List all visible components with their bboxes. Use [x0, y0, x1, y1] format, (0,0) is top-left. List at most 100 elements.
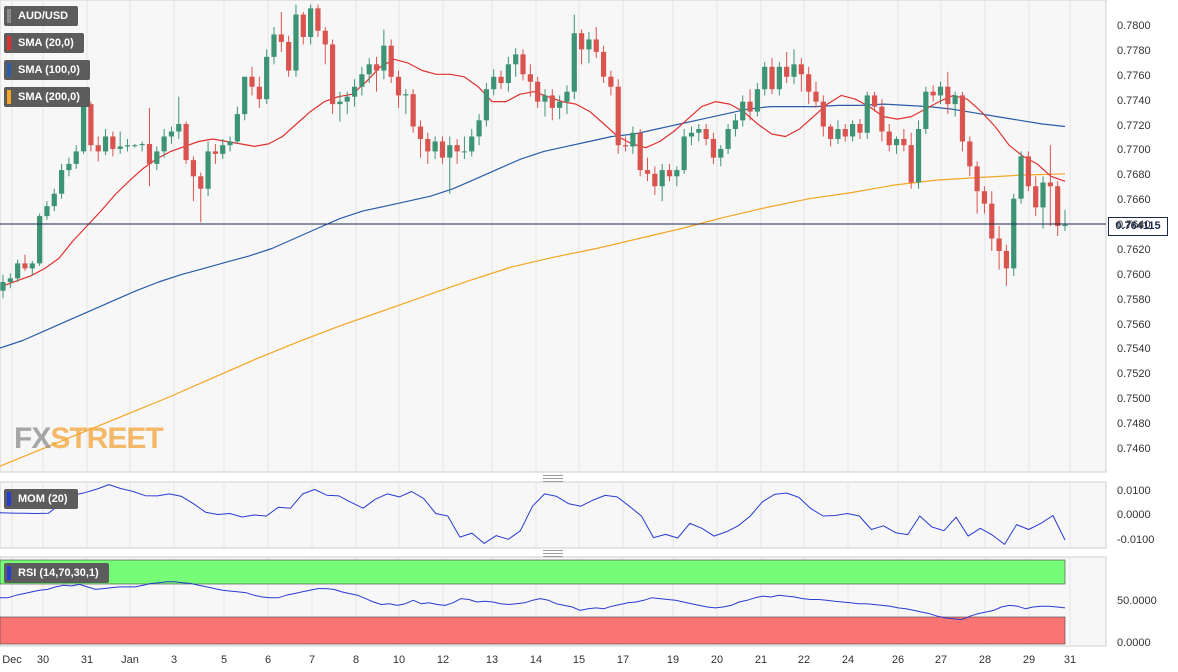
candle[interactable]	[740, 95, 746, 127]
candle[interactable]	[359, 66, 365, 96]
candle[interactable]	[212, 143, 218, 164]
candle[interactable]	[286, 35, 292, 77]
candle[interactable]	[835, 120, 841, 144]
candle[interactable]	[842, 124, 848, 142]
candle[interactable]	[22, 254, 28, 271]
candle[interactable]	[644, 157, 651, 182]
candle[interactable]	[315, 4, 321, 37]
candle[interactable]	[242, 76, 248, 121]
candle[interactable]	[139, 141, 145, 152]
candle[interactable]	[278, 12, 284, 52]
candle[interactable]	[681, 129, 687, 174]
candle[interactable]	[571, 14, 577, 100]
candle[interactable]	[564, 85, 570, 115]
candle[interactable]	[256, 76, 262, 108]
candle[interactable]	[579, 29, 585, 65]
candle[interactable]	[190, 156, 197, 202]
candle[interactable]	[659, 163, 665, 202]
candle[interactable]	[923, 86, 929, 134]
candle[interactable]	[249, 66, 255, 96]
candle[interactable]	[366, 58, 372, 83]
candle[interactable]	[417, 120, 424, 158]
candle[interactable]	[1033, 176, 1039, 217]
candle[interactable]	[630, 126, 636, 154]
candlesticks[interactable]	[0, 4, 1068, 299]
candle[interactable]	[967, 136, 973, 177]
candle[interactable]	[1062, 209, 1068, 232]
candle[interactable]	[886, 124, 892, 152]
candle[interactable]	[776, 61, 782, 96]
candle[interactable]	[264, 49, 270, 105]
candle[interactable]	[425, 132, 431, 164]
candle[interactable]	[762, 61, 768, 96]
candle[interactable]	[703, 124, 709, 146]
candle[interactable]	[586, 31, 592, 64]
candle[interactable]	[1047, 145, 1053, 227]
candle[interactable]	[124, 138, 131, 152]
candle[interactable]	[183, 121, 189, 164]
candle[interactable]	[161, 129, 167, 158]
candle[interactable]	[937, 81, 944, 105]
candle[interactable]	[7, 273, 13, 289]
candle[interactable]	[930, 85, 936, 102]
candle[interactable]	[520, 49, 526, 81]
candle[interactable]	[557, 95, 563, 120]
candle[interactable]	[791, 49, 797, 85]
candle[interactable]	[132, 143, 138, 148]
candle[interactable]	[344, 91, 350, 115]
candle[interactable]	[381, 29, 387, 80]
candle[interactable]	[432, 136, 438, 159]
candle[interactable]	[373, 56, 380, 92]
candle[interactable]	[674, 166, 680, 187]
candle[interactable]	[95, 136, 101, 162]
candle[interactable]	[871, 91, 878, 112]
candle[interactable]	[1025, 151, 1031, 192]
candle[interactable]	[1055, 181, 1061, 237]
candle[interactable]	[864, 91, 870, 139]
candle[interactable]	[857, 119, 863, 139]
mom-label[interactable]: MOM (20)	[4, 489, 78, 509]
candle[interactable]	[410, 89, 416, 133]
candle[interactable]	[329, 39, 336, 115]
candle[interactable]	[0, 274, 6, 299]
sma20-label[interactable]: SMA (20,0)	[4, 33, 84, 53]
candle[interactable]	[110, 131, 116, 157]
candle[interactable]	[176, 96, 182, 139]
candle[interactable]	[505, 56, 511, 92]
candle[interactable]	[322, 27, 328, 65]
candle[interactable]	[989, 191, 995, 251]
candle[interactable]	[395, 70, 402, 108]
candle[interactable]	[710, 132, 717, 164]
candle[interactable]	[893, 136, 900, 154]
candle[interactable]	[220, 138, 226, 159]
candle[interactable]	[666, 163, 673, 182]
candle[interactable]	[652, 166, 658, 195]
candle[interactable]	[747, 89, 753, 121]
rsi-label[interactable]: RSI (14,70,30,1)	[4, 563, 109, 583]
candle[interactable]	[461, 136, 468, 159]
candle[interactable]	[754, 82, 760, 117]
candle[interactable]	[498, 70, 504, 90]
candle[interactable]	[820, 95, 826, 137]
candle[interactable]	[725, 124, 731, 154]
candle[interactable]	[454, 138, 460, 164]
candle[interactable]	[205, 141, 211, 197]
candle[interactable]	[1003, 244, 1010, 286]
candle[interactable]	[351, 79, 358, 107]
candle[interactable]	[476, 114, 482, 146]
candle[interactable]	[73, 145, 79, 169]
candle[interactable]	[227, 136, 233, 152]
candle[interactable]	[51, 188, 57, 212]
candle[interactable]	[293, 4, 299, 77]
candle[interactable]	[769, 58, 775, 95]
candle[interactable]	[696, 124, 702, 142]
candle[interactable]	[996, 226, 1002, 270]
candle[interactable]	[80, 99, 87, 154]
candle[interactable]	[483, 82, 489, 127]
candle[interactable]	[403, 89, 409, 115]
candle[interactable]	[271, 27, 277, 65]
candle[interactable]	[66, 157, 72, 177]
candle[interactable]	[300, 12, 306, 45]
candle[interactable]	[37, 213, 43, 266]
candle[interactable]	[981, 186, 988, 214]
